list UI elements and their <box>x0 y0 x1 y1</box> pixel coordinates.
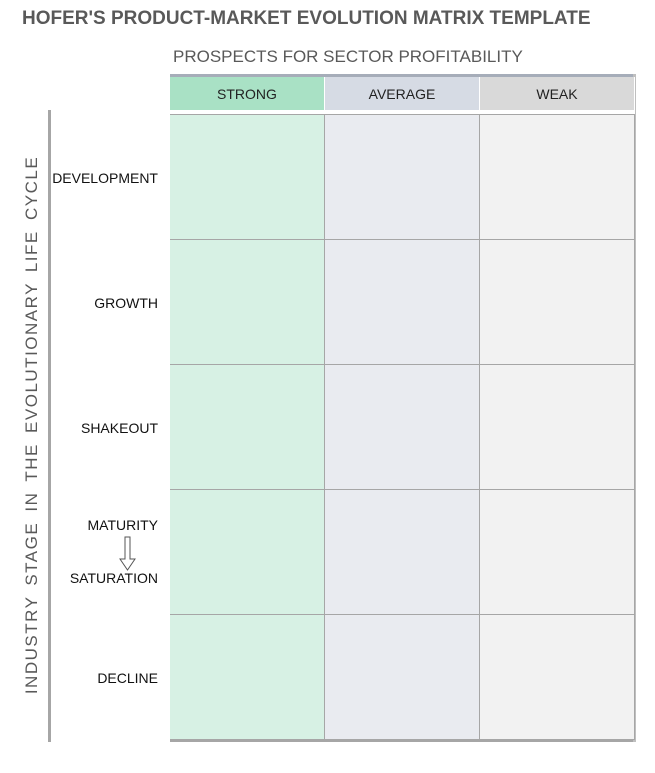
bottom-border <box>170 739 636 742</box>
title: HOFER'S PRODUCT-MARKET EVOLUTION MATRIX … <box>22 8 591 29</box>
matrix-cell <box>170 490 325 615</box>
row-label: DEVELOPMENT <box>52 169 158 186</box>
column-axis-label: PROSPECTS FOR SECTOR PROFITABILITY <box>173 47 523 66</box>
matrix-cell <box>480 490 635 615</box>
matrix-cell <box>170 615 325 740</box>
row-label: GROWTH <box>94 294 158 311</box>
column-header: WEAK <box>480 77 635 110</box>
arrow-icon <box>119 536 136 571</box>
top-border <box>170 74 636 77</box>
matrix-cell <box>325 490 480 615</box>
matrix-cell <box>325 615 480 740</box>
row-label: DECLINE <box>97 669 158 686</box>
row-label: MATURITY <box>87 516 158 533</box>
matrix-cell <box>170 240 325 365</box>
row-axis-line <box>48 110 51 742</box>
column-header: STRONG <box>170 77 325 110</box>
matrix-cell <box>480 615 635 740</box>
column-header: AVERAGE <box>325 77 480 110</box>
matrix-cell <box>170 365 325 490</box>
matrix-cell <box>325 365 480 490</box>
matrix-cell <box>325 240 480 365</box>
row-label: SATURATION <box>69 569 158 586</box>
matrix-cell <box>170 115 325 240</box>
row-label: SHAKEOUT <box>80 419 158 436</box>
matrix-cell <box>480 365 635 490</box>
matrix-cell <box>480 240 635 365</box>
row-axis-label: INDUSTRY STAGE IN THE EVOLUTIONARY LIFE … <box>22 155 41 695</box>
matrix-cell <box>325 115 480 240</box>
header-gap <box>170 110 635 115</box>
matrix-cell <box>480 115 635 240</box>
